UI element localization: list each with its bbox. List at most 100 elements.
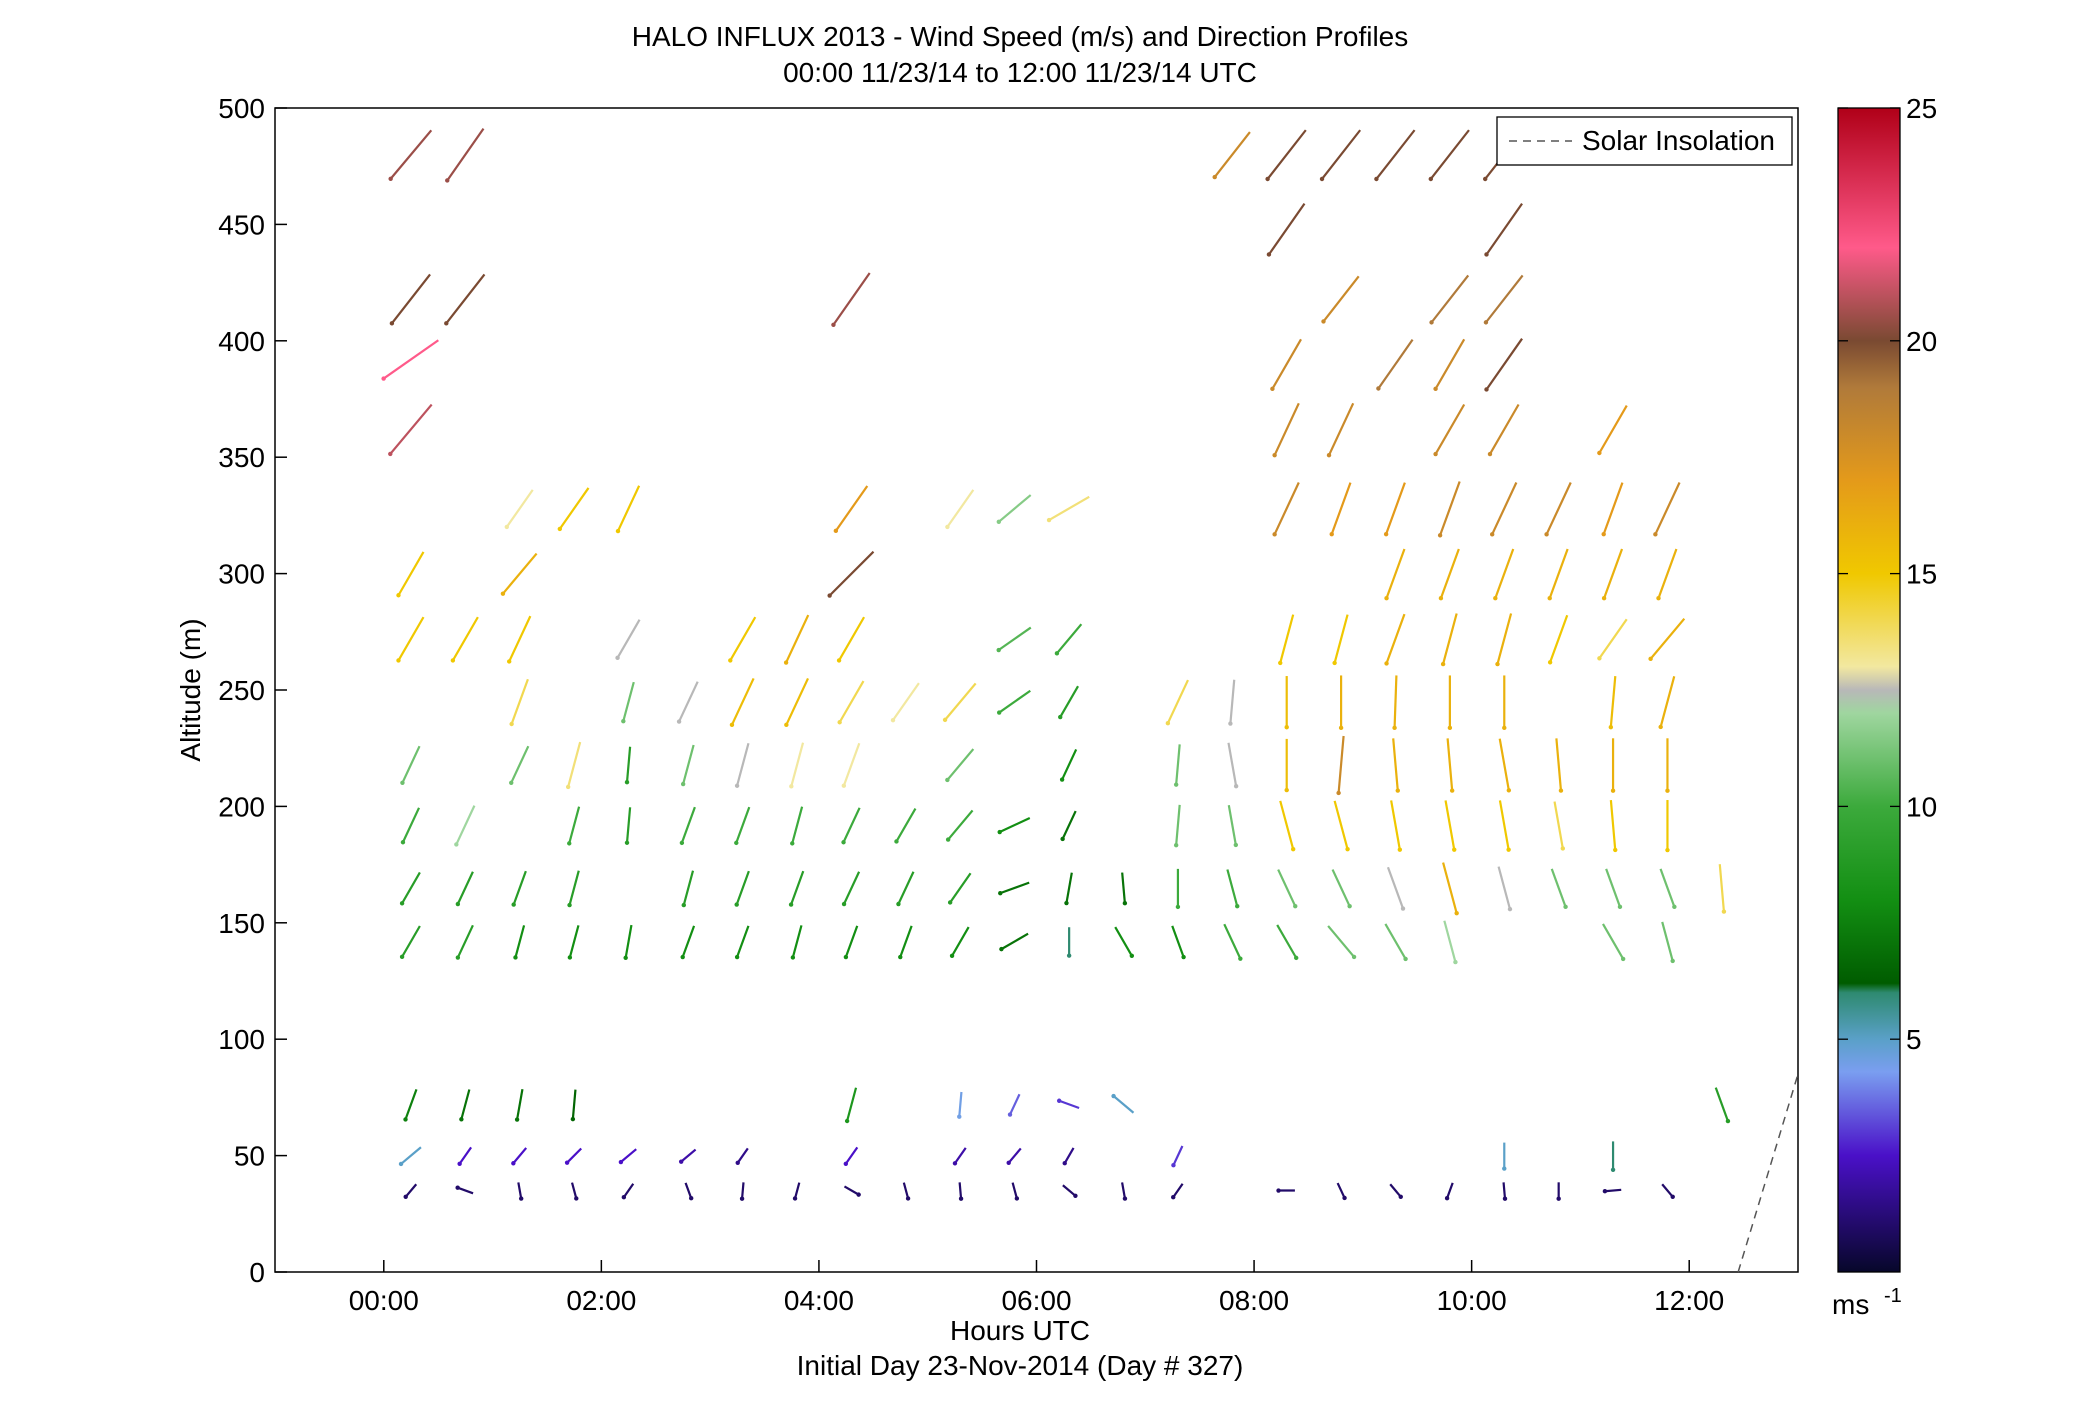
wind-barb <box>391 273 431 325</box>
wind-barb-head <box>1397 847 1403 852</box>
wind-barb <box>458 1146 473 1165</box>
wind-barb-head <box>1400 906 1406 911</box>
wind-barb-head <box>1284 787 1289 793</box>
wind-barb <box>1434 403 1466 455</box>
wind-barb-head <box>949 953 955 959</box>
wind-barb <box>949 872 972 904</box>
wind-barb <box>505 489 534 528</box>
wind-barb-head <box>1321 319 1326 324</box>
wind-barb-head <box>1060 836 1065 842</box>
wind-barb-head <box>837 720 842 725</box>
wind-barb <box>1223 923 1242 960</box>
wind-barb-head <box>1502 1196 1508 1201</box>
wind-barb <box>844 925 859 958</box>
wind-barb <box>510 745 530 784</box>
wind-barb <box>1603 548 1624 599</box>
wind-barb <box>514 925 526 958</box>
wind-barb <box>1602 482 1624 535</box>
wind-barb <box>1386 866 1405 909</box>
wind-barb-head <box>1563 904 1568 910</box>
wind-barb-head <box>567 841 572 846</box>
wind-barb-head <box>945 524 950 530</box>
wind-barb-head <box>1444 1196 1450 1201</box>
wind-barb <box>624 924 633 958</box>
wind-barb-head <box>1111 1093 1116 1099</box>
wind-barb <box>1333 614 1349 664</box>
wind-barb <box>1056 623 1083 655</box>
wind-barb <box>1496 613 1513 665</box>
wind-barb <box>947 809 974 841</box>
wind-barb <box>838 616 866 661</box>
wind-barb-head <box>1062 1161 1067 1166</box>
wind-barb-head <box>400 840 406 845</box>
wind-barb <box>1661 1183 1674 1198</box>
wind-barb-head <box>678 1159 684 1164</box>
wind-barb <box>1166 679 1189 724</box>
wind-barb <box>735 870 750 905</box>
y-tick-label: 100 <box>218 1024 265 1055</box>
wind-barb <box>456 924 474 959</box>
wind-barb-head <box>1384 661 1389 666</box>
wind-barb-head <box>1398 1194 1403 1200</box>
wind-barb-head <box>1272 532 1277 537</box>
wind-barb-head <box>1506 847 1511 852</box>
wind-barb <box>1550 868 1567 908</box>
wind-barb-head <box>680 781 686 787</box>
wind-barb-head <box>621 1195 627 1200</box>
wind-barb-head <box>1326 452 1332 458</box>
wind-barb-head <box>1489 532 1495 537</box>
wind-barb-head <box>681 902 686 908</box>
wind-barb <box>902 1182 910 1199</box>
wind-barb-head <box>1665 788 1670 793</box>
wind-barb <box>790 742 805 787</box>
wind-barb <box>842 807 861 843</box>
wind-barb-head <box>1345 846 1350 852</box>
wind-barb-head <box>1433 451 1438 457</box>
wind-barb-head <box>844 1118 850 1124</box>
wind-barb <box>958 1091 963 1117</box>
x-tick-label: 00:00 <box>349 1285 419 1316</box>
wind-barb-head <box>1483 320 1489 325</box>
wind-barb <box>389 129 433 180</box>
wind-barb <box>1227 804 1237 846</box>
wind-barb-head <box>1228 721 1233 726</box>
wind-barb <box>946 748 975 781</box>
wind-barb-head <box>1648 656 1653 662</box>
wind-barb <box>680 1148 697 1163</box>
wind-barb-head <box>1278 660 1283 666</box>
wind-barb-head <box>1547 596 1552 601</box>
wind-barb <box>558 487 590 530</box>
wind-barb-head <box>1493 596 1498 601</box>
wind-barb-head <box>1122 1196 1128 1201</box>
wind-barb <box>736 925 750 958</box>
wind-barb-head <box>1014 1196 1020 1201</box>
wind-barb <box>568 925 580 958</box>
wind-barb-head <box>997 829 1002 835</box>
wind-barb <box>622 1183 635 1198</box>
wind-barb-head <box>624 840 630 845</box>
wind-barb-head <box>511 1161 516 1166</box>
wind-barb-head <box>1064 900 1069 906</box>
wind-barb-head <box>621 718 626 724</box>
wind-barb <box>516 1089 524 1120</box>
wind-barb-head <box>1484 387 1489 392</box>
wind-barb-head <box>1610 788 1616 793</box>
legend-box <box>1496 116 1793 166</box>
wind-barb <box>842 742 861 787</box>
wind-barb <box>1659 868 1676 908</box>
wind-barb-head <box>1392 725 1397 731</box>
wind-barb-head <box>1046 517 1052 523</box>
wind-barb-head <box>1173 782 1179 787</box>
wind-barb <box>1609 676 1617 728</box>
wind-barb <box>899 925 913 958</box>
wind-barb <box>404 1183 418 1198</box>
wind-barb-head <box>1454 910 1459 916</box>
wind-barb-head <box>389 321 395 326</box>
wind-barb <box>502 552 538 595</box>
wind-barb-head <box>1175 904 1181 910</box>
wind-barb-head <box>945 777 950 783</box>
wind-barb <box>1659 676 1676 728</box>
wind-barb-head <box>998 890 1003 896</box>
wind-barb-head <box>680 954 685 960</box>
wind-barb-head <box>947 900 953 905</box>
